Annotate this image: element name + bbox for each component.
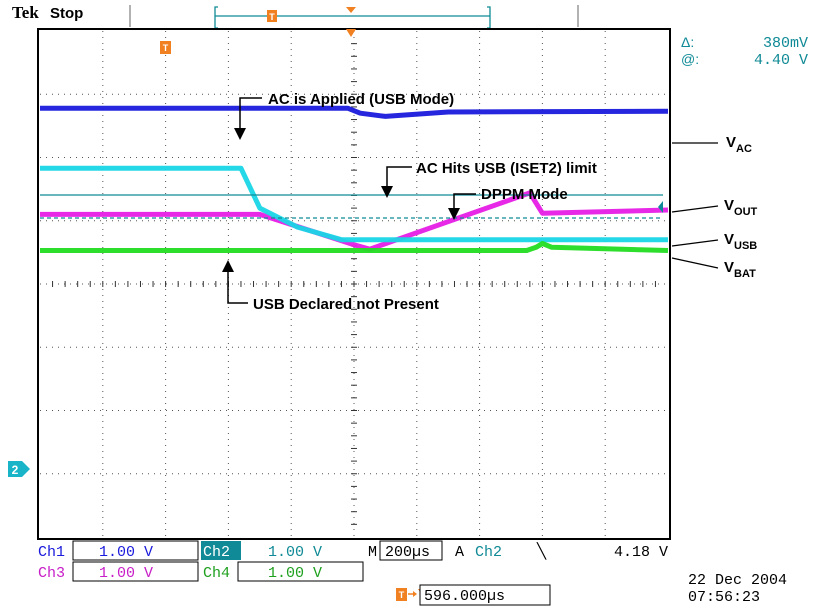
timebase-value: 200µs	[385, 544, 430, 561]
svg-text:2: 2	[12, 463, 19, 477]
ch3-scale-box[interactable]	[72, 561, 199, 582]
vusb-label: VUSB	[724, 231, 757, 252]
brand-label: Tek	[12, 3, 39, 22]
cursor-at-label: @:	[681, 51, 699, 67]
ch2-label: Ch2	[203, 544, 230, 561]
ch2-ground-marker[interactable]: 2	[8, 461, 30, 477]
ch1-label[interactable]: Ch1	[38, 544, 65, 561]
time-label: 07:56:23	[688, 589, 760, 606]
trigger-position-marker[interactable]	[346, 7, 356, 13]
annotation-usb-not-present: USB Declared not Present	[222, 260, 439, 313]
svg-text:USB Declared not Present: USB Declared not Present	[253, 296, 439, 313]
trigger-position-arrow	[346, 29, 356, 37]
ch1-scale-box[interactable]	[72, 540, 199, 561]
trigger-position-box[interactable]	[419, 584, 551, 606]
trace-ch4	[40, 241, 669, 253]
trigger-source[interactable]: Ch2	[475, 544, 502, 561]
ch1-scale: 1.00 V	[99, 544, 153, 561]
date-label: 22 Dec 2004	[688, 572, 787, 589]
vusb-leader	[671, 239, 719, 247]
svg-text:T: T	[269, 12, 275, 22]
ch4-scale: 1.00 V	[268, 565, 322, 582]
ch2-label-box[interactable]	[201, 541, 241, 560]
waveform-traces	[40, 105, 669, 253]
trigger-t-marker[interactable]: T	[160, 41, 171, 54]
record-view-bar: T	[214, 6, 491, 29]
status-bar: Ch1 1.00 V Ch2 1.00 V M 200µs A Ch2 ╲ 4.…	[38, 540, 787, 606]
annotation-dppm-mode: DPPM Mode	[448, 186, 568, 220]
ch3-scale: 1.00 V	[99, 565, 153, 582]
svg-text:DPPM Mode: DPPM Mode	[481, 186, 568, 203]
trace-ch1	[40, 105, 669, 119]
trigger-position-value: 596.000µs	[424, 588, 505, 605]
annotation-ac-applied: AC is Applied (USB Mode)	[234, 91, 454, 140]
trigger-mode: A	[455, 544, 464, 561]
timebase-prefix: M	[368, 544, 377, 561]
vbat-label: VBAT	[724, 259, 756, 280]
vout-leader	[671, 205, 719, 213]
trigger-slope[interactable]: ╲	[536, 542, 547, 561]
svg-text:T: T	[163, 43, 169, 53]
annotation-ac-hits-limit: AC Hits USB (ISET2) limit	[381, 160, 597, 198]
trigger-level-arrow	[658, 201, 663, 213]
svg-text:T: T	[399, 590, 405, 600]
trace-ch2	[40, 165, 668, 243]
ch4-label[interactable]: Ch4	[203, 565, 230, 582]
trigger-level[interactable]: 4.18 V	[614, 544, 668, 561]
vac-label: VAC	[726, 134, 752, 155]
timebase-box[interactable]	[379, 540, 443, 561]
ch2-scale[interactable]: 1.00 V	[268, 544, 322, 561]
vbat-leader	[671, 257, 719, 269]
cursor-delta-value: 380mV	[763, 35, 808, 52]
ch4-scale-box[interactable]	[237, 561, 364, 582]
run-state-label: Stop	[50, 5, 83, 22]
ch3-label[interactable]: Ch3	[38, 565, 65, 582]
cursor-delta-label: Δ:	[681, 34, 694, 50]
cursor-at-value: 4.40 V	[754, 52, 808, 69]
svg-text:AC Hits USB (ISET2) limit: AC Hits USB (ISET2) limit	[416, 160, 597, 177]
vout-label: VOUT	[724, 197, 758, 218]
svg-text:AC is Applied (USB Mode): AC is Applied (USB Mode)	[268, 91, 454, 108]
